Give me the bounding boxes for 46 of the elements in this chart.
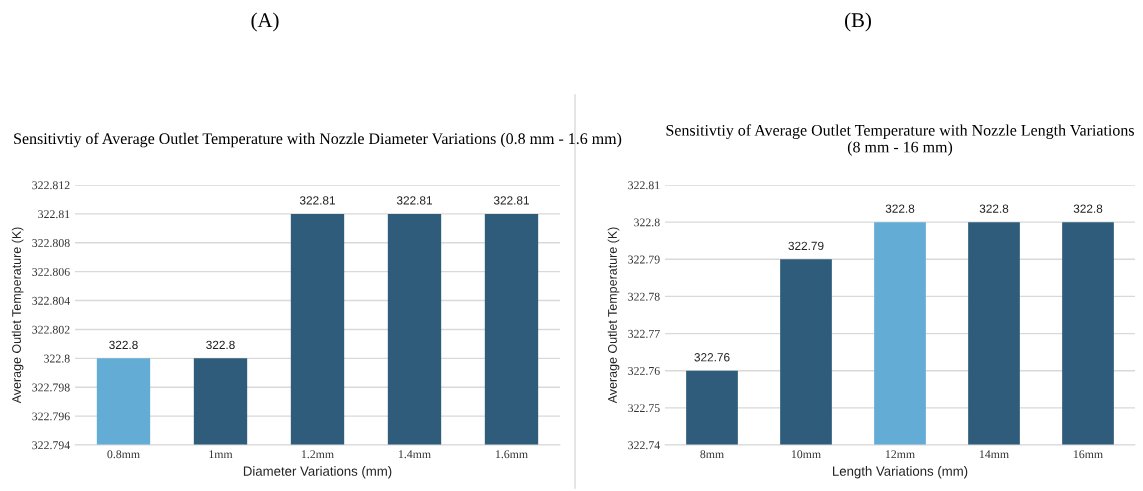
x-axis-title: Diameter Variations (mm): [243, 466, 392, 479]
data-label: 322.8: [206, 340, 235, 350]
chart-subtitle: Sensitivtiy of Average Outlet Temperature with Nozzle Length Variations (8 mm - 16 mm): [666, 124, 1134, 156]
x-axis-title: Length Variations (mm): [833, 466, 968, 479]
data-label: 322.81: [396, 196, 432, 205]
y-tick-label: 322.808: [32, 239, 70, 248]
data-label: 322.8: [979, 204, 1009, 213]
data-label: 322.81: [493, 196, 529, 205]
data-label: 322.8: [1073, 204, 1103, 213]
y-tick-label: 322.74: [628, 441, 660, 450]
y-axis-title: Average Outlet Temperature (K): [11, 227, 24, 404]
y-tick-label: 322.798: [32, 383, 70, 392]
x-tick-label: 16mm: [1073, 450, 1103, 459]
y-tick-label: 322.806: [32, 267, 70, 276]
x-tick-label: 1mm: [209, 450, 233, 459]
data-label: 322.79: [788, 241, 824, 251]
x-tick-label: 1.4mm: [398, 450, 431, 459]
data-label: 322.81: [299, 196, 335, 205]
chart-subtitle: Sensitivtiy of Average Outlet Temperature with Nozzle Diameter Variations (0.8 mm - 1.6 mm): [14, 132, 622, 148]
x-tick-label: 12mm: [885, 450, 915, 459]
y-tick-label: 322.812: [32, 181, 70, 190]
y-tick-label: 322.81: [38, 210, 70, 219]
x-tick-label: 10mm: [791, 450, 821, 459]
x-tick-label: 8mm: [700, 450, 724, 459]
x-tick-label: 14mm: [979, 450, 1009, 459]
y-tick-label: 322.79: [628, 255, 660, 264]
y-tick-label: 322.8: [44, 354, 70, 363]
x-tick-label: 1.6mm: [495, 450, 528, 459]
y-tick-label: 322.804: [32, 296, 70, 305]
data-label: 322.8: [885, 204, 915, 213]
x-tick-label: 1.2mm: [301, 450, 334, 459]
chart-title: (B): [845, 12, 871, 32]
y-tick-label: 322.81: [628, 181, 660, 190]
y-tick-label: 322.76: [628, 366, 660, 375]
data-label: 322.8: [109, 340, 138, 350]
y-tick-label: 322.75: [628, 404, 660, 413]
y-tick-label: 322.77: [628, 329, 660, 338]
data-label: 322.76: [694, 353, 730, 362]
y-tick-label: 322.794: [32, 441, 70, 450]
y-axis-title: Average Outlet Temperature (K): [607, 227, 620, 404]
chart-title: (A): [251, 12, 279, 32]
y-tick-label: 322.802: [32, 325, 70, 334]
y-tick-label: 322.796: [32, 412, 70, 421]
y-tick-label: 322.78: [628, 292, 660, 301]
x-tick-label: 0.8mm: [107, 450, 140, 459]
y-tick-label: 322.8: [634, 218, 660, 227]
